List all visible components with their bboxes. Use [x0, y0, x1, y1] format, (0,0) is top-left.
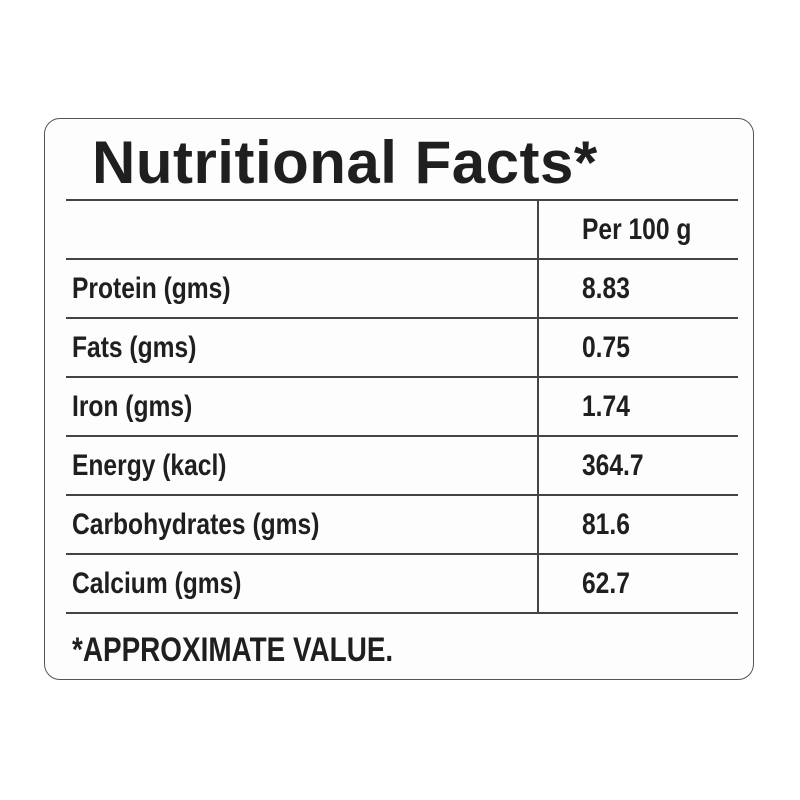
table-divider [66, 494, 738, 496]
footnote: *APPROXIMATE VALUE. [72, 631, 394, 669]
table-divider [66, 199, 738, 201]
row-label: Carbohydrates (gms) [72, 508, 320, 541]
row-label: Calcium (gms) [72, 567, 242, 600]
row-label: Iron (gms) [72, 390, 193, 423]
table-divider [66, 435, 738, 437]
nutrition-card [44, 118, 754, 680]
row-label: Protein (gms) [72, 272, 231, 305]
row-value: 364.7 [582, 449, 644, 482]
page-title: Nutritional Facts* [92, 129, 598, 196]
table-divider [66, 553, 738, 555]
row-label: Fats (gms) [72, 331, 197, 364]
row-value: 81.6 [582, 508, 630, 541]
row-label: Energy (kacl) [72, 449, 227, 482]
column-divider [537, 199, 539, 613]
table-divider [66, 317, 738, 319]
header-per-100g: Per 100 g [582, 213, 692, 246]
row-value: 62.7 [582, 567, 630, 600]
row-value: 0.75 [582, 331, 630, 364]
row-value: 8.83 [582, 272, 630, 305]
table-divider [66, 612, 738, 614]
table-divider [66, 376, 738, 378]
table-divider [66, 258, 738, 260]
row-value: 1.74 [582, 390, 630, 423]
